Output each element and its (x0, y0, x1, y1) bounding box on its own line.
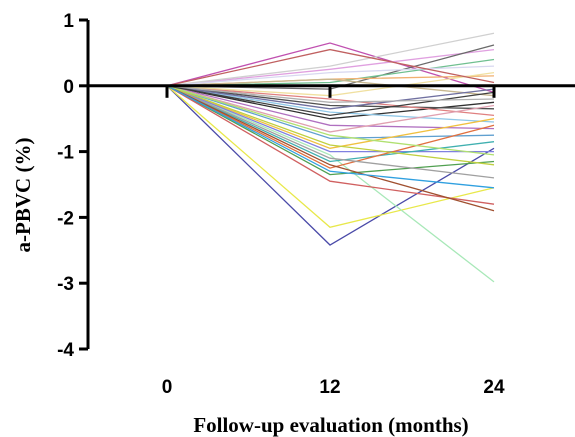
y-tick-label: -1 (57, 143, 74, 164)
series-layer (167, 33, 494, 282)
y-tick-label: 0 (63, 77, 74, 98)
y-tick-label: 1 (63, 11, 74, 32)
x-tick-label: 0 (162, 377, 173, 398)
x-tick-label: 12 (319, 377, 340, 398)
x-tick-label: 24 (483, 377, 505, 398)
y-tick-label: -3 (57, 274, 74, 295)
y-tick-label: -4 (57, 340, 74, 361)
y-tick-label: -2 (57, 208, 74, 229)
ticks-layer: 1 0 -1 -2 -3 -4 0 12 24 (57, 11, 505, 398)
y-axis-title: a-PBVC (%) (11, 138, 35, 253)
x-axis-title: Follow-up evaluation (months) (193, 413, 468, 437)
